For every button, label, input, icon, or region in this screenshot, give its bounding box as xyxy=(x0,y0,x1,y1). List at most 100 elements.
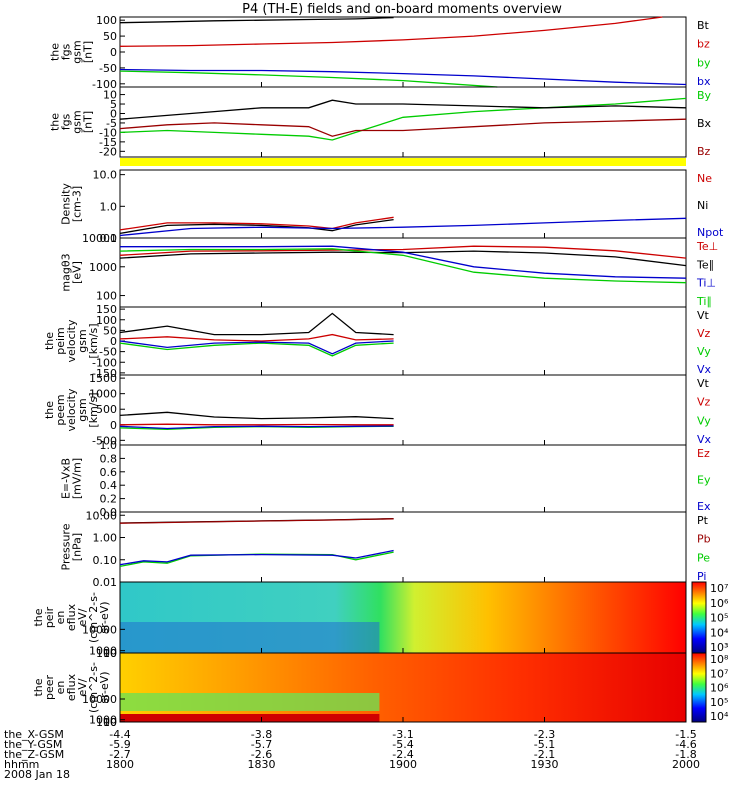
spectrogram-low-band xyxy=(120,714,380,722)
legend-entry: Vy xyxy=(697,345,711,358)
panel-frame xyxy=(119,444,687,513)
y-tick-label: -500 xyxy=(92,434,117,447)
legend-entry: Ez xyxy=(697,447,710,460)
y-axis-label: [nT] xyxy=(82,111,95,133)
plot-title: P4 (TH-E) fields and on-board moments ov… xyxy=(242,2,562,17)
panel-8: 10.00 1.00 0.10 0.01 Pressure[nPa] Pt Pb Pe Pi xyxy=(60,509,711,589)
time-axis-value: -2.3 xyxy=(534,728,555,741)
spectrogram-mid-band xyxy=(120,693,380,711)
legend-entry: Vz xyxy=(697,396,711,409)
y-axis-label: peer xyxy=(43,675,56,701)
y-tick-label: -100 xyxy=(92,356,117,369)
time-axis-row-label: the_Z-GSM xyxy=(4,748,64,761)
legend-entry: Te⊥ xyxy=(696,240,718,253)
series-line-2 xyxy=(119,333,394,342)
y-tick-label: 0 xyxy=(110,46,117,59)
panel-frame xyxy=(119,374,687,446)
time-axis-value: -4.4 xyxy=(109,728,130,741)
y-axis-label: the xyxy=(49,43,62,61)
y-axis-label: eflux xyxy=(65,603,78,631)
y-axis-label: [eV] xyxy=(71,261,84,284)
legend-entry: Vx xyxy=(697,363,712,376)
y-tick-label: -50 xyxy=(99,346,117,359)
y-tick-label: 50 xyxy=(103,30,117,43)
panel-3: 10.0 1.0 0.1 Density[cm-3] Ne Ni Npot xyxy=(60,169,724,245)
y-axis-label: peim xyxy=(54,327,67,355)
legend-entry: Vy xyxy=(697,414,711,427)
y-axis-label: peem xyxy=(54,394,67,425)
legend-entry: Vx xyxy=(697,433,712,446)
colorbar-tick-label: 10⁷ xyxy=(710,582,728,595)
y-axis-label: sr-eV) xyxy=(98,671,111,703)
y-axis-label: [cm-3] xyxy=(71,186,84,222)
legend-entry: Vz xyxy=(697,327,711,340)
time-axis-value: -3.1 xyxy=(392,728,413,741)
legend-entry: Bt xyxy=(697,19,710,32)
y-tick-label: 0.6 xyxy=(100,466,118,479)
colorbar-tick-label: 10⁶ xyxy=(710,597,729,610)
spectrogram-image xyxy=(120,653,686,722)
series-line-2 xyxy=(119,218,394,235)
panel-4: 10000 1000 100 magθ3[eV] Te⊥ Te∥ Ti⊥ Ti∥ xyxy=(60,232,719,308)
y-tick-label: 5 xyxy=(110,98,117,111)
y-tick-label: 1000 xyxy=(89,261,117,274)
y-tick-label: -10 xyxy=(99,126,117,139)
y-axis-label: [km/s] xyxy=(87,392,100,427)
y-axis-label: the xyxy=(43,401,56,419)
y-tick-label: 10.00 xyxy=(86,509,118,522)
y-tick-label: 0.01 xyxy=(93,576,118,589)
legend-entry: By xyxy=(697,89,712,102)
series-line-1 xyxy=(119,312,394,336)
y-tick-label: 100 xyxy=(96,314,117,327)
time-axis-value: -2.1 xyxy=(534,748,555,761)
series-line-3 xyxy=(119,342,394,357)
legend-entry: Ex xyxy=(697,500,711,513)
y-axis-label: gsm xyxy=(76,398,89,421)
time-axis-value: -2.6 xyxy=(251,748,272,761)
time-axis-value: 1900 xyxy=(389,758,417,771)
colorbar-tick-label: 10⁵ xyxy=(710,696,728,709)
y-tick-label: 500 xyxy=(96,403,117,416)
time-axis-value: -2.7 xyxy=(109,748,130,761)
y-axis-label: Pressure xyxy=(60,523,73,570)
panel-6: 1500 1000 500 0 -500 thepeemvelocitygsm[km/s]… xyxy=(43,372,712,447)
series-line-4 xyxy=(119,340,394,355)
y-tick-label: 1.00 xyxy=(93,532,118,545)
y-axis-label: en xyxy=(54,681,67,695)
legend-entry: Pt xyxy=(697,514,709,527)
y-tick-label: 100 xyxy=(96,647,117,660)
series-line-4 xyxy=(119,68,687,86)
series-line-2 xyxy=(119,518,394,524)
y-tick-label: 0 xyxy=(110,335,117,348)
y-axis-label: E=-VxB xyxy=(60,458,73,499)
y-tick-label: 10000 xyxy=(82,623,117,636)
panels-group: 100500-50-100thefgsgsm[nT]Btbzbybx1050-5… xyxy=(32,14,729,729)
panel-frame xyxy=(119,16,687,88)
legend-entry: Ey xyxy=(697,474,711,487)
y-axis-label: gsm xyxy=(76,329,89,352)
time-axis-value: -5.4 xyxy=(392,738,413,751)
y-tick-label: 10 xyxy=(103,716,117,729)
series-line-3 xyxy=(119,118,687,137)
data-quality-bar xyxy=(120,158,686,166)
y-tick-label: 0.10 xyxy=(93,554,118,567)
y-axis-label: [mV/m] xyxy=(71,458,84,499)
series-line-2 xyxy=(119,99,687,120)
colorbar-tick-label: 10⁴ xyxy=(710,626,729,639)
y-tick-label: 100 xyxy=(96,14,117,27)
colorbar-tick-label: 10⁵ xyxy=(710,612,728,625)
series-line-2 xyxy=(119,16,663,47)
y-tick-label: 0.1 xyxy=(100,232,118,245)
time-axis-value: -1.8 xyxy=(675,748,696,761)
y-tick-label: 100 xyxy=(96,290,117,303)
y-axis-label: [nT] xyxy=(82,41,95,63)
time-axis-row-label: the_X-GSM xyxy=(4,728,64,741)
legend-entry: bz xyxy=(697,38,710,51)
